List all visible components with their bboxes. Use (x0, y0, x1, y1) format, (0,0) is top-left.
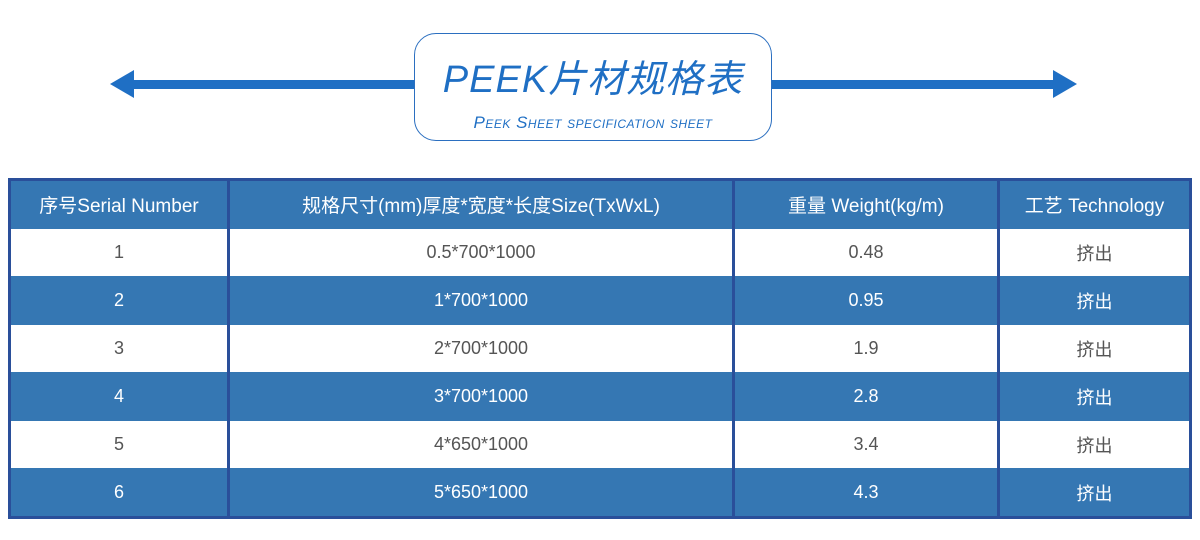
header-size: 规格尺寸(mm)厚度*宽度*长度Size(TxWxL) (227, 179, 734, 229)
cell-technology: 挤出 (997, 324, 1191, 373)
cell-serial: 1 (8, 228, 229, 277)
table-header: 序号Serial Number 规格尺寸(mm)厚度*宽度*长度Size(TxW… (8, 179, 1191, 229)
cell-technology: 挤出 (997, 228, 1191, 277)
cell-size: 3*700*1000 (227, 372, 734, 421)
cell-size: 2*700*1000 (227, 324, 734, 373)
header-serial: 序号Serial Number (8, 179, 229, 229)
cell-serial: 6 (8, 468, 229, 518)
cell-serial: 3 (8, 324, 229, 373)
cell-serial: 5 (8, 420, 229, 469)
cell-weight: 2.8 (732, 372, 999, 421)
cell-weight: 0.48 (732, 228, 999, 277)
page-title: PEEK片材规格表 (442, 59, 744, 101)
cell-technology: 挤出 (997, 468, 1191, 518)
cell-weight: 1.9 (732, 324, 999, 373)
table-row: 4 3*700*1000 2.8 挤出 (8, 372, 1191, 421)
header-weight: 重量 Weight(kg/m) (732, 179, 999, 229)
table-row: 2 1*700*1000 0.95 挤出 (8, 276, 1191, 325)
header-technology: 工艺 Technology (997, 179, 1191, 229)
table-row: 6 5*650*1000 4.3 挤出 (8, 468, 1191, 518)
left-arrow-icon (110, 70, 134, 98)
cell-technology: 挤出 (997, 420, 1191, 469)
right-arrow-icon (1053, 70, 1077, 98)
cell-weight: 0.95 (732, 276, 999, 325)
table-row: 1 0.5*700*1000 0.48 挤出 (8, 228, 1191, 277)
cell-technology: 挤出 (997, 372, 1191, 421)
table-row: 5 4*650*1000 3.4 挤出 (8, 420, 1191, 469)
spec-table: 序号Serial Number 规格尺寸(mm)厚度*宽度*长度Size(TxW… (8, 178, 1192, 519)
table-row: 3 2*700*1000 1.9 挤出 (8, 324, 1191, 373)
cell-serial: 4 (8, 372, 229, 421)
cell-size: 0.5*700*1000 (227, 228, 734, 277)
cell-weight: 4.3 (732, 468, 999, 518)
cell-weight: 3.4 (732, 420, 999, 469)
cell-size: 4*650*1000 (227, 420, 734, 469)
page-subtitle: Peek Sheet specification sheet (473, 113, 713, 132)
right-arrow-line (770, 80, 1056, 89)
cell-serial: 2 (8, 276, 229, 325)
left-arrow-line (130, 80, 416, 89)
cell-technology: 挤出 (997, 276, 1191, 325)
cell-size: 5*650*1000 (227, 468, 734, 518)
cell-size: 1*700*1000 (227, 276, 734, 325)
title-box: PEEK片材规格表 Peek Sheet specification sheet (414, 33, 772, 141)
